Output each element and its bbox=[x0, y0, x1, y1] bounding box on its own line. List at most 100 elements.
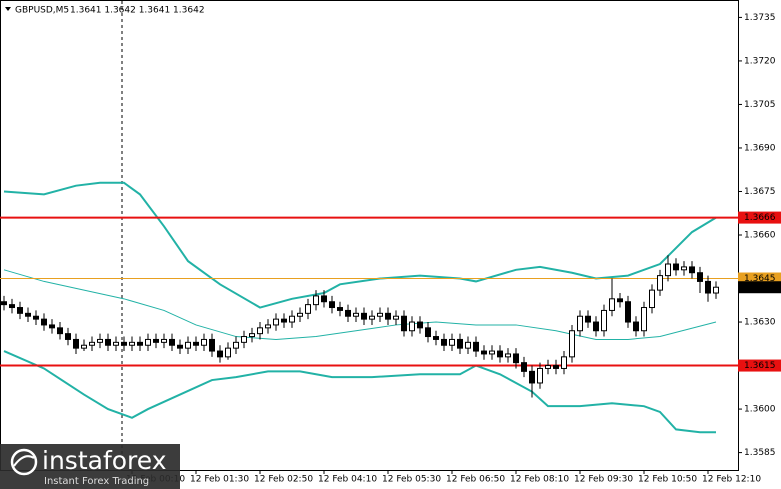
candle-body bbox=[673, 263, 679, 271]
candle-body bbox=[465, 341, 471, 349]
candle-body bbox=[697, 272, 703, 282]
candle-body bbox=[129, 341, 135, 346]
candle-body bbox=[417, 321, 423, 329]
candle-body bbox=[553, 365, 559, 369]
candle-body bbox=[337, 307, 343, 311]
candle-body bbox=[257, 327, 263, 335]
candle-body bbox=[481, 350, 487, 355]
candle-body bbox=[153, 338, 159, 343]
candle-body bbox=[665, 263, 671, 277]
level-label: 1.3645 bbox=[744, 274, 776, 284]
candle-body bbox=[313, 295, 319, 306]
candle-body bbox=[577, 315, 583, 332]
candle-body bbox=[497, 350, 503, 358]
candle-body bbox=[505, 353, 511, 358]
x-tick-label: 12 Feb 05:30 bbox=[382, 475, 441, 485]
symbol: GBPUSD,M5 bbox=[15, 6, 69, 16]
x-tick-label: 12 Feb 01:30 bbox=[190, 475, 249, 485]
candle-body bbox=[169, 338, 175, 346]
candle-body bbox=[489, 350, 495, 355]
candle-body bbox=[289, 315, 295, 323]
bollinger-band bbox=[3, 350, 716, 434]
candle-body bbox=[273, 318, 279, 326]
candle-body bbox=[25, 312, 31, 317]
candle-body bbox=[233, 341, 239, 349]
candle-body bbox=[97, 338, 103, 343]
y-tick-label: 1.3675 bbox=[744, 187, 776, 197]
candle-body bbox=[145, 338, 151, 346]
candle-body bbox=[425, 327, 431, 338]
level-label: 1.3615 bbox=[744, 361, 776, 371]
x-tick-label: 12 Feb 09:30 bbox=[574, 475, 633, 485]
candle-body bbox=[601, 309, 607, 332]
candle-body bbox=[401, 315, 407, 332]
candle-body bbox=[457, 338, 463, 349]
candle-body bbox=[529, 370, 535, 384]
candle-body bbox=[281, 318, 287, 323]
candle-body bbox=[433, 336, 439, 340]
candle-body bbox=[193, 341, 199, 346]
x-tick-label: 12 Feb 06:50 bbox=[446, 475, 505, 485]
candle-body bbox=[65, 333, 71, 340]
x-tick-label: 12 Feb 10:50 bbox=[638, 475, 697, 485]
level-label-box bbox=[738, 211, 781, 224]
candle-body bbox=[297, 312, 303, 317]
candle-body bbox=[609, 298, 615, 311]
candle-body bbox=[225, 347, 231, 358]
y-tick-label: 1.3630 bbox=[744, 318, 776, 328]
candle-body bbox=[33, 315, 39, 320]
brand: instaforex bbox=[42, 446, 167, 475]
logo-swoosh bbox=[13, 455, 35, 467]
menu-arrow bbox=[5, 7, 11, 11]
candle-body bbox=[9, 304, 15, 309]
candle-body bbox=[385, 312, 391, 320]
candle-body bbox=[657, 275, 663, 291]
candle-body bbox=[593, 321, 599, 332]
quote: 1.3641 1.3642 1.3641 1.3642 bbox=[70, 6, 205, 16]
candle-body bbox=[393, 315, 399, 320]
candle-body bbox=[705, 280, 711, 294]
candle-body bbox=[1, 301, 7, 306]
candle-body bbox=[113, 341, 119, 346]
candle-body bbox=[377, 312, 383, 317]
y-tick-label: 1.3600 bbox=[744, 405, 776, 415]
candle-body bbox=[105, 338, 111, 346]
x-tick-label: 12 Feb 08:10 bbox=[510, 475, 569, 485]
candle-body bbox=[625, 301, 631, 323]
candle-body bbox=[209, 338, 215, 352]
candle-body bbox=[473, 341, 479, 352]
candle-body bbox=[137, 341, 143, 346]
candle-body bbox=[241, 336, 247, 343]
candle-body bbox=[633, 321, 639, 332]
candle-body bbox=[713, 286, 719, 294]
candle-body bbox=[201, 338, 207, 346]
candle-body bbox=[641, 307, 647, 332]
candle-body bbox=[265, 324, 271, 329]
candle-body bbox=[17, 307, 23, 314]
candle-body bbox=[569, 330, 575, 358]
candle-body bbox=[185, 341, 191, 349]
candle-body bbox=[617, 298, 623, 303]
bollinger-band bbox=[3, 269, 717, 340]
y-tick-label: 1.3735 bbox=[744, 13, 776, 23]
y-tick-label: 1.3705 bbox=[744, 100, 776, 110]
candle-body bbox=[73, 338, 79, 349]
candle-body bbox=[353, 312, 359, 317]
candle-body bbox=[369, 315, 375, 320]
candle-body bbox=[449, 338, 455, 346]
candle-body bbox=[537, 367, 543, 384]
candle-body bbox=[521, 362, 527, 372]
candle-body bbox=[513, 353, 519, 364]
x-tick-label: 12 Feb 04:10 bbox=[318, 475, 377, 485]
candle-body bbox=[177, 344, 183, 349]
x-tick-label: 12 Feb 02:50 bbox=[254, 475, 313, 485]
x-tick-label: 12 Feb 12:10 bbox=[702, 475, 761, 485]
logo-icon bbox=[10, 448, 38, 476]
y-tick-label: 1.3720 bbox=[744, 56, 776, 66]
candle-body bbox=[49, 324, 55, 329]
candle-body bbox=[561, 356, 567, 369]
current-price-box bbox=[738, 281, 781, 294]
y-tick-label: 1.3690 bbox=[744, 143, 776, 153]
